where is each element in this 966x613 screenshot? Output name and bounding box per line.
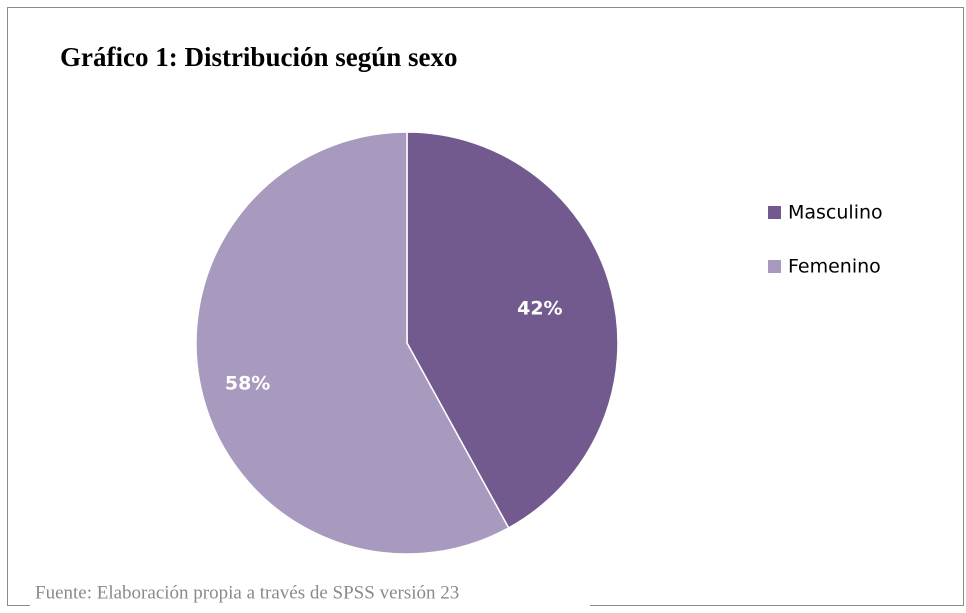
pie-slice bbox=[406, 131, 619, 529]
legend-swatch bbox=[768, 260, 781, 273]
source-background bbox=[30, 580, 590, 608]
source-note: Fuente: Elaboración propia a través de S… bbox=[35, 582, 459, 603]
pie-slice bbox=[195, 131, 510, 555]
value-label: 58% bbox=[225, 372, 270, 394]
value-label: 42% bbox=[517, 297, 562, 319]
chart-title: Gráfico 1: Distribución según sexo bbox=[60, 42, 458, 72]
legend-label: Masculino bbox=[788, 202, 883, 224]
legend-swatch bbox=[768, 206, 781, 219]
legend-label: Femenino bbox=[788, 256, 881, 278]
